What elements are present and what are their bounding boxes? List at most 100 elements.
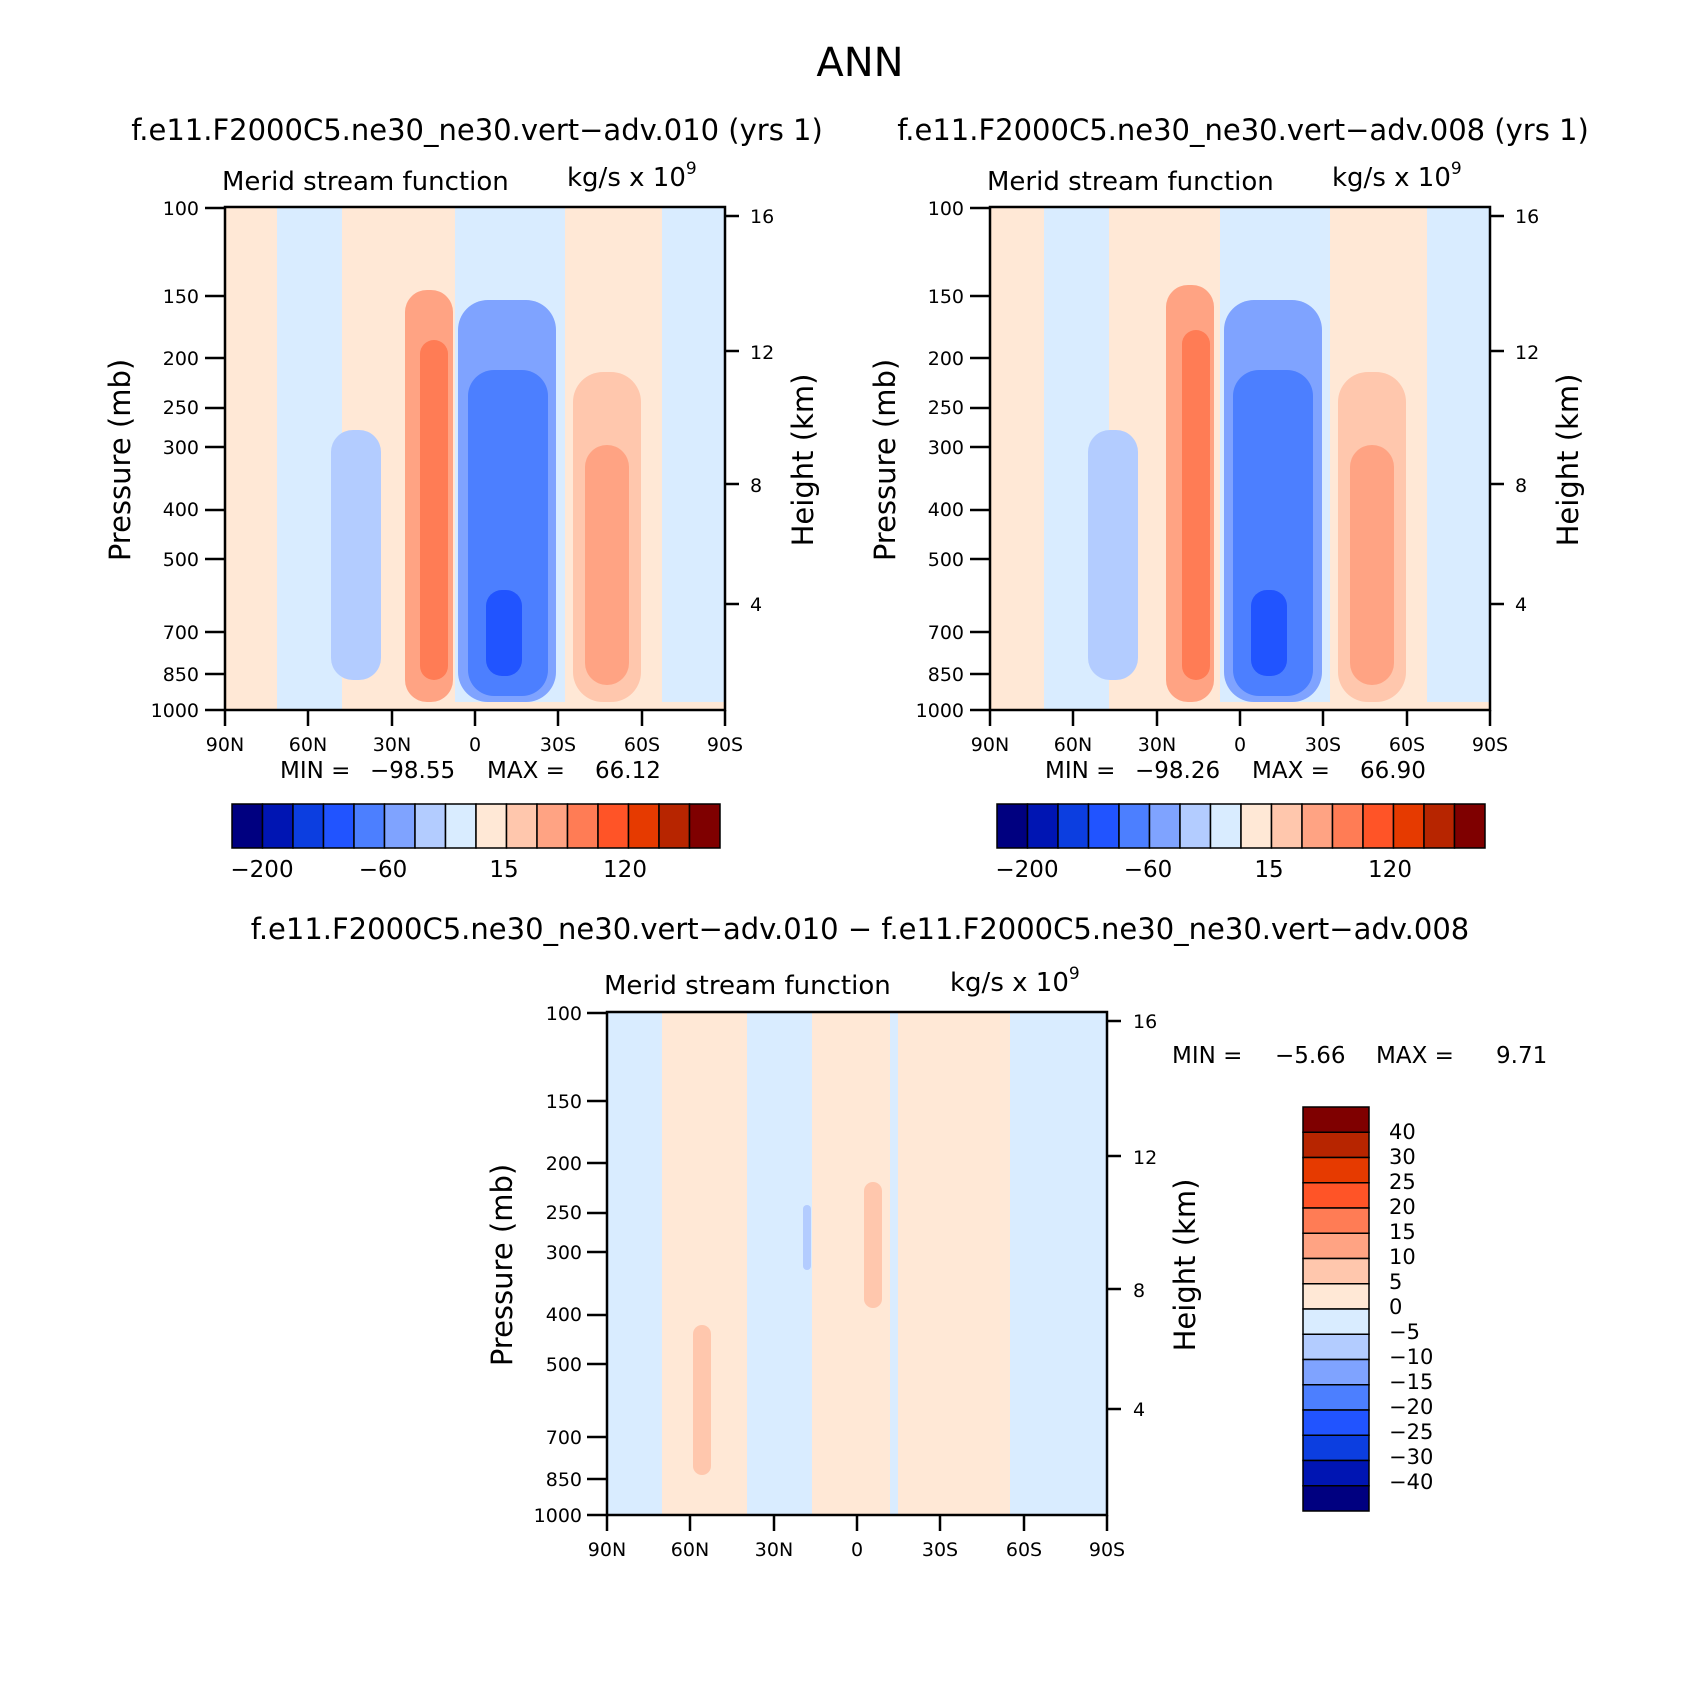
panel-2-colorbar-tick-120: 120 (1368, 857, 1412, 883)
panel-1-xtick-label-90n: 90N (206, 734, 244, 756)
panel-2-plot-title: Merid stream function (987, 167, 1274, 197)
panel-3-xtick-label-90n: 90N (588, 1539, 626, 1561)
panel-2-xtick-label-60s: 60S (1389, 734, 1425, 756)
panel-2-colorbar-tick-15: 15 (1254, 857, 1283, 883)
panel-2-colorbar-swatch-12 (1362, 803, 1395, 849)
panel-3-x-axis: 90N 60N 30N 0 30S 60S 90S (588, 1515, 1125, 1561)
panel-3-ylabel: Pressure (mb) (485, 1164, 519, 1366)
panel-3-colorbar-tick-m20: −20 (1389, 1395, 1433, 1419)
panel-1-colorbar-swatch-10 (536, 803, 569, 849)
panel-1-ytick-right-4: 4 (750, 594, 762, 616)
panel-3-colorbar-tick-m30: −30 (1389, 1445, 1433, 1469)
panel-3-colorbar-tick-30: 30 (1389, 1145, 1416, 1169)
panel-2-max-label: MAX = (1252, 758, 1330, 784)
panel-2-band-sh-midlat-2 (1350, 445, 1394, 685)
panel-3-ytick-label-250: 250 (546, 1202, 582, 1224)
panel-2-x-axis: 90N 60N 30N 0 30S 60S 90S (971, 710, 1508, 756)
panel-3-xtick-label-0: 0 (851, 1539, 863, 1561)
panel-3-colorbar-swatch-9 (1302, 1333, 1370, 1361)
panel-2-ytick-right-16: 16 (1515, 206, 1539, 228)
panel-3-colorbar-swatch-15 (1302, 1485, 1370, 1512)
panel-2-min-value: −98.26 (1135, 758, 1220, 784)
panel-1-min-label: MIN = (280, 758, 350, 784)
panel-1-max-label: MAX = (487, 758, 565, 784)
panel-3-colorbar-swatch-3 (1302, 1182, 1370, 1209)
panel-1-colorbar-swatch-2 (292, 803, 325, 849)
panel-2-colorbar-swatch-2 (1057, 803, 1090, 849)
panel-1-colorbar-swatch-9 (505, 803, 538, 849)
figure-title: ANN (816, 40, 903, 86)
panel-2-ytick-marks (970, 206, 990, 712)
panel-2-colorbar-swatch-15 (1453, 803, 1486, 849)
panel-3-ytick-label-700: 700 (546, 1427, 582, 1449)
panel-2-colorbar-swatch-5 (1148, 803, 1181, 849)
panel-3-xtick-label-90s: 90S (1089, 1539, 1125, 1561)
panel-2-xtick-label-30s: 30S (1305, 734, 1341, 756)
panel-3-contour-fills (607, 1012, 1010, 1515)
panel-3-colorbar-tick-10: 10 (1389, 1245, 1416, 1269)
panel-3-units: kg/s x 109 (950, 964, 1080, 998)
panel-2-band-tropic-north-2 (1182, 330, 1210, 680)
panel-1-plot-title: Merid stream function (222, 167, 509, 197)
panel-2-colorbar-tick-m60: −60 (1124, 857, 1173, 883)
panel-1-xtick-label-30s: 30S (540, 734, 576, 756)
panel-3-colorbar-swatch-12 (1302, 1409, 1370, 1436)
panel-2-colorbar-swatch-0 (996, 803, 1029, 849)
panel-1-colorbar-swatch-13 (627, 803, 660, 849)
panel-2-colorbar-swatch-6 (1179, 803, 1212, 849)
panel-3-ytick-label-150: 150 (546, 1091, 582, 1113)
panel-3-ytick-right-16: 16 (1133, 1011, 1157, 1033)
panel-3-min-label: MIN = (1172, 1043, 1242, 1069)
panel-3-ytick-label-850: 850 (546, 1469, 582, 1491)
panel-3-ytick-marks (587, 1011, 607, 1517)
panel-3-ytick-label-300: 300 (546, 1242, 582, 1264)
panel-2-colorbar-swatch-14 (1423, 803, 1456, 849)
panel-1-ytick-label-1000: 1000 (151, 700, 199, 722)
panel-1-ytick-label-300: 300 (163, 437, 199, 459)
panel-2-colorbar-swatch-3 (1087, 803, 1120, 849)
panel-3-max-value: 9.71 (1496, 1043, 1547, 1069)
panel-2-ylabel-right: Height (km) (1551, 374, 1585, 547)
panel-3-colorbar-swatch-13 (1302, 1434, 1370, 1462)
panel-3-ytick-label-1000: 1000 (534, 1505, 582, 1527)
panel-1-band-tropic-north-2 (420, 340, 448, 680)
panel-3-xtick-label-60n: 60N (671, 1539, 709, 1561)
panel-1-colorbar-swatch-15 (688, 803, 721, 849)
panel-3-case-title: f.e11.F2000C5.ne30_ne30.vert−adv.010 − f… (251, 912, 1470, 946)
panel-3-xtick-label-30s: 30S (922, 1539, 958, 1561)
panel-1-colorbar-swatch-1 (261, 803, 294, 849)
panel-1-colorbar-swatch-11 (566, 803, 599, 849)
panel-1-xtick-marks (223, 710, 727, 726)
panel-2-ytick-right-8: 8 (1515, 475, 1527, 497)
panel-3-band-extra-positive-2 (864, 1182, 882, 1308)
panel-2-colorbar-swatch-9 (1270, 803, 1303, 849)
panel-2-colorbar-swatch-8 (1240, 803, 1273, 849)
panel-3-colorbar-tick-15: 15 (1389, 1220, 1416, 1244)
panel-1-ytick-label-700: 700 (163, 622, 199, 644)
panel-2-ytick-label-500: 500 (928, 549, 964, 571)
panel-1-units-exponent: 9 (686, 159, 697, 179)
panel-3-units-exponent: 9 (1069, 964, 1080, 984)
panel-3-colorbar-swatch-11 (1302, 1384, 1370, 1411)
panel-1-band-sh-polar (662, 207, 725, 702)
panel-2-band-sh-polar (1427, 207, 1490, 702)
panel-3: f.e11.F2000C5.ne30_ne30.vert−adv.010 − f… (251, 912, 1547, 1561)
panel-1-colorbar-swatch-14 (658, 803, 691, 849)
panel-2-case-title: f.e11.F2000C5.ne30_ne30.vert−adv.008 (yr… (897, 113, 1589, 147)
panel-1-contour-fills (277, 207, 725, 710)
panel-2-colorbar-swatch-1 (1026, 803, 1059, 849)
panel-2-xtick-label-30n: 30N (1138, 734, 1176, 756)
panel-1-max-value: 66.12 (595, 758, 661, 784)
panel-3-xtick-label-60s: 60S (1006, 1539, 1042, 1561)
panel-2-band-tropic-south-3 (1251, 590, 1287, 676)
panel-2-contour-fills (1044, 207, 1490, 710)
panel-2-units: kg/s x 109 (1332, 159, 1462, 193)
panel-1-colorbar (231, 803, 721, 849)
panel-3-colorbar-tick-m40: −40 (1389, 1470, 1433, 1494)
panel-3-band-extra-positive-1 (693, 1325, 711, 1475)
panel-3-colorbar-tick-40: 40 (1389, 1120, 1416, 1144)
panel-3-colorbar-swatch-8 (1302, 1308, 1370, 1335)
panel-3-colorbar-swatch-5 (1302, 1232, 1370, 1260)
panel-3-colorbar-tick-m10: −10 (1389, 1345, 1433, 1369)
panel-3-plot-title: Merid stream function (604, 971, 891, 1001)
